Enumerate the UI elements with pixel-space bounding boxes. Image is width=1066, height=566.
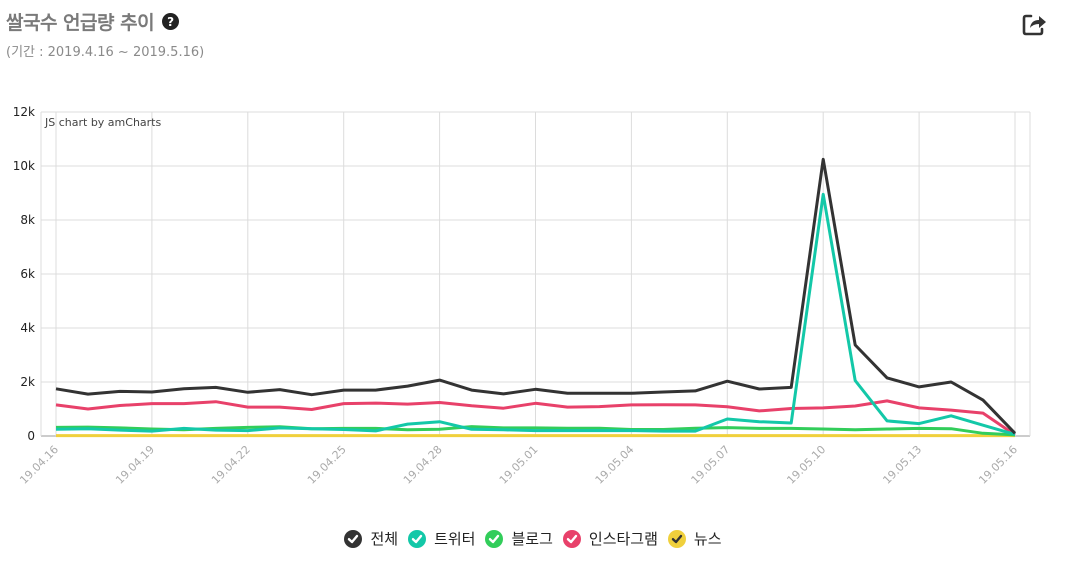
chart-legend: 전체 트위터 블로그 인스타그램 뉴스	[0, 528, 1066, 549]
x-tick-label: 19.04.28	[401, 443, 445, 487]
chart-credit[interactable]: JS chart by amCharts	[44, 116, 161, 129]
chart-header: 쌀국수 언급량 추이 ? (기간 : 2019.4.16 ~ 2019.5.16…	[6, 8, 204, 60]
x-tick-label: 19.05.07	[689, 443, 733, 487]
y-tick-label: 2k	[20, 375, 35, 389]
x-tick-label: 19.04.25	[305, 443, 349, 487]
legend-item[interactable]: 뉴스	[667, 528, 722, 549]
chart-title: 쌀국수 언급량 추이	[6, 12, 155, 34]
series-lines	[55, 157, 1017, 438]
share-icon[interactable]	[1020, 10, 1048, 38]
x-tick-label: 19.04.16	[17, 443, 61, 487]
y-tick-label: 12k	[13, 105, 35, 119]
y-tick-label: 8k	[20, 213, 35, 227]
legend-label: 트위터	[434, 530, 476, 548]
legend-label: 블로그	[511, 530, 553, 548]
check-icon	[344, 529, 363, 548]
y-tick-label: 6k	[20, 267, 35, 281]
y-tick-label: 4k	[20, 321, 35, 335]
grid	[40, 111, 1031, 437]
legend-item[interactable]: 트위터	[408, 528, 475, 549]
line-chart: 0 2k 4k 6k 8k 10k 12k 19.04.16 19.04.19 19.04.22 1…	[13, 105, 1031, 487]
x-tick-label: 19.05.01	[497, 443, 541, 487]
check-icon	[562, 529, 581, 548]
check-icon	[667, 529, 686, 548]
legend-label: 인스타그램	[588, 530, 658, 548]
legend-item[interactable]: 인스타그램	[562, 528, 658, 549]
x-tick-label: 19.04.19	[113, 443, 157, 487]
y-tick-label: 0	[27, 429, 35, 443]
y-tick-label: 10k	[13, 159, 35, 173]
legend-item[interactable]: 블로그	[485, 528, 553, 549]
x-tick-label: 19.05.04	[593, 443, 637, 487]
check-icon	[408, 529, 427, 548]
series-line-트위터[interactable]	[55, 192, 1016, 436]
x-tick-label: 19.04.22	[209, 443, 253, 487]
series-line-전체[interactable]	[55, 157, 1017, 435]
legend-item[interactable]: 전체	[344, 528, 398, 549]
legend-label: 뉴스	[693, 530, 722, 548]
series-line-인스타그램[interactable]	[55, 399, 1016, 437]
help-icon[interactable]: ?	[162, 13, 180, 30]
series-line-블로그[interactable]	[55, 425, 1016, 437]
legend-label: 전체	[370, 530, 399, 548]
x-tick-label: 19.05.16	[976, 443, 1020, 487]
chart-period: (기간 : 2019.4.16 ~ 2019.5.16)	[6, 45, 205, 60]
check-icon	[485, 529, 504, 548]
x-tick-label: 19.05.13	[880, 443, 924, 487]
x-tick-label: 19.05.10	[784, 443, 828, 487]
